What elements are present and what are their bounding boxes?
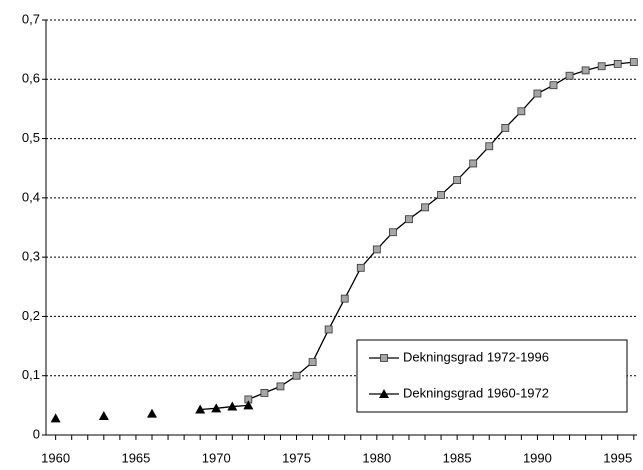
legend: Dekningsgrad 1972-1996 Dekningsgrad 1960-… bbox=[356, 339, 628, 413]
x-tick-label: 1965 bbox=[121, 450, 150, 465]
marker bbox=[356, 263, 365, 272]
x-tick-label: 1995 bbox=[603, 450, 632, 465]
marker bbox=[243, 400, 254, 410]
legend-box bbox=[356, 339, 628, 413]
x-tick-label: 1985 bbox=[443, 450, 472, 465]
series-line bbox=[200, 404, 249, 411]
marker bbox=[50, 413, 61, 423]
legend-label: Dekningsgrad 1972-1996 bbox=[403, 349, 549, 364]
marker bbox=[469, 159, 478, 168]
marker bbox=[421, 203, 429, 212]
x-tick-label: 1990 bbox=[523, 450, 552, 465]
marker bbox=[453, 176, 462, 184]
x-tick-label: 1975 bbox=[282, 450, 311, 465]
marker bbox=[549, 81, 558, 90]
marker bbox=[405, 215, 413, 224]
marker bbox=[581, 66, 590, 75]
x-tick-label: 1980 bbox=[362, 450, 391, 465]
marker bbox=[340, 294, 349, 303]
marker bbox=[372, 245, 381, 254]
marker bbox=[485, 142, 494, 151]
y-tick-label: 0,3 bbox=[22, 249, 40, 264]
x-tick-label: 1970 bbox=[202, 450, 231, 465]
marker bbox=[308, 358, 317, 366]
marker bbox=[437, 190, 445, 199]
marker bbox=[629, 58, 638, 66]
marker bbox=[227, 401, 238, 411]
marker bbox=[388, 228, 397, 237]
marker bbox=[565, 71, 574, 80]
marker bbox=[98, 411, 109, 421]
legend-label: Dekningsgrad 1960-1972 bbox=[403, 385, 549, 400]
y-tick-label: 0,5 bbox=[22, 130, 40, 145]
x-tick-label: 1960 bbox=[41, 450, 70, 465]
y-tick-label: 0,4 bbox=[22, 189, 40, 204]
y-tick-label: 0,2 bbox=[22, 308, 40, 323]
marker bbox=[146, 408, 157, 418]
marker bbox=[276, 382, 285, 391]
marker bbox=[533, 89, 542, 98]
legend-marker bbox=[380, 354, 388, 362]
marker bbox=[292, 371, 301, 380]
marker bbox=[613, 59, 622, 68]
legend-marker bbox=[379, 389, 389, 398]
marker bbox=[211, 403, 222, 413]
marker bbox=[597, 62, 606, 71]
y-tick-label: 0,6 bbox=[22, 71, 40, 86]
y-tick-label: 0,7 bbox=[22, 11, 40, 26]
marker bbox=[324, 325, 333, 334]
y-tick-label: 0,1 bbox=[22, 367, 40, 382]
marker bbox=[517, 107, 526, 116]
marker bbox=[501, 124, 510, 132]
marker bbox=[195, 404, 206, 414]
marker bbox=[260, 389, 269, 397]
y-tick-label: 0 bbox=[33, 426, 40, 441]
